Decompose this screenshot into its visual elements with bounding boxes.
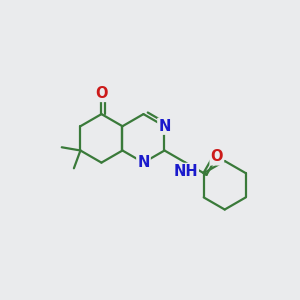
Text: O: O	[95, 86, 108, 101]
Text: N: N	[137, 155, 150, 170]
Text: NH: NH	[173, 164, 198, 179]
Text: N: N	[158, 119, 171, 134]
Text: O: O	[211, 149, 223, 164]
